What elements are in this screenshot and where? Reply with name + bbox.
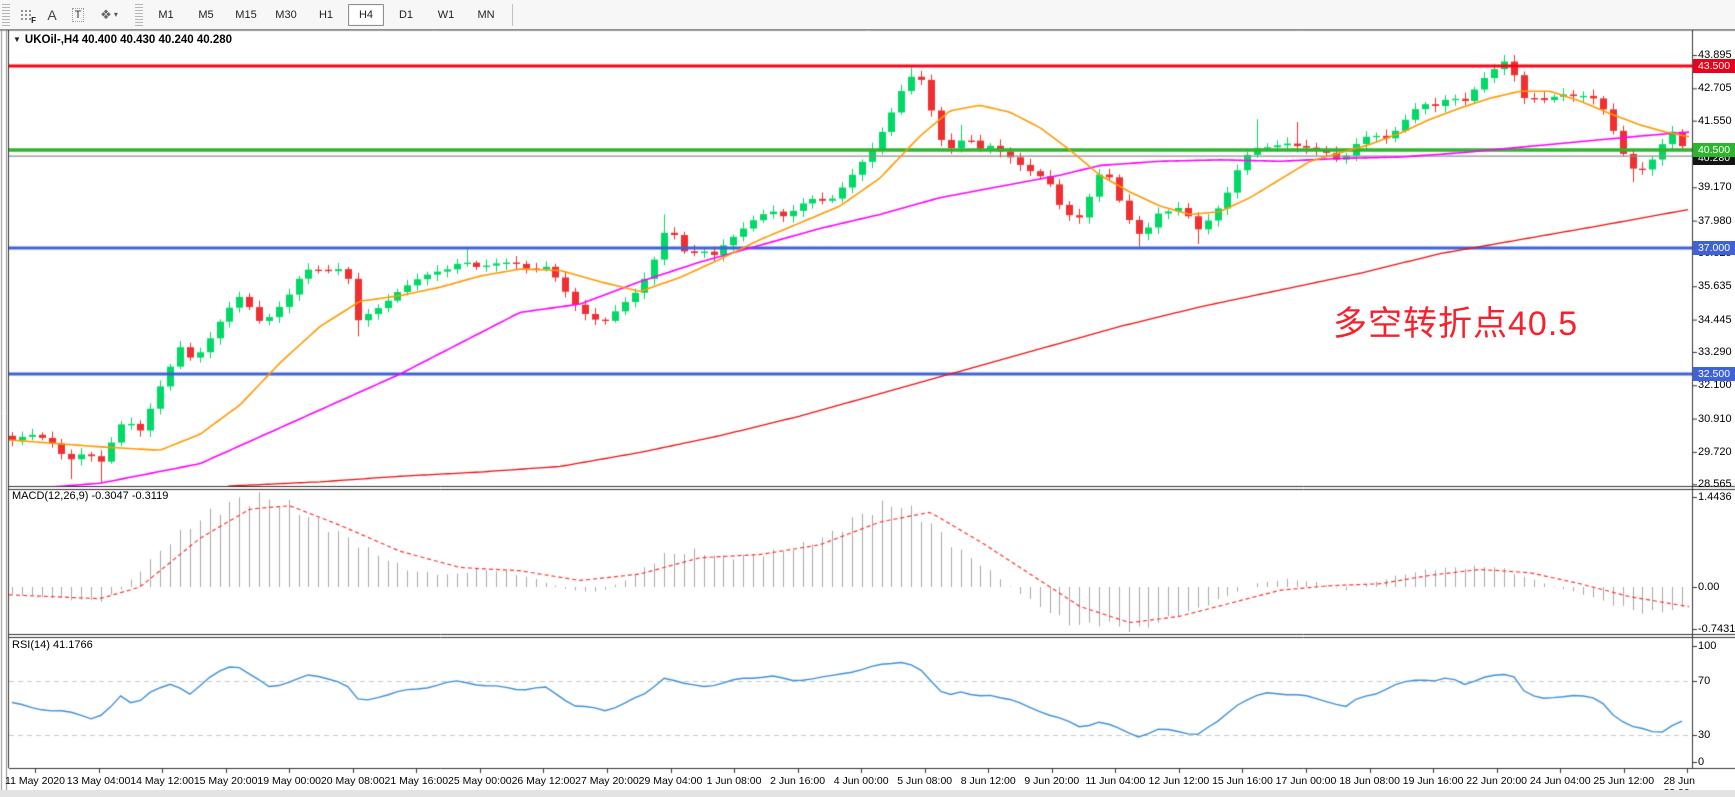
- time-axis-label: 11 Jun 04:00: [1085, 775, 1146, 787]
- price-axis-tick: 42.705: [1698, 82, 1732, 95]
- timeframe-button-m30[interactable]: M30: [275, 8, 297, 21]
- time-axis-label: 24 Jun 04:00: [1529, 775, 1591, 787]
- bottom-strip: [0, 790, 1735, 797]
- time-axis-label: 9 Jun 20:00: [1024, 775, 1080, 787]
- price-axis-tick: 30.910: [1698, 412, 1732, 425]
- macd-axis-tick: 1.4436: [1698, 491, 1732, 503]
- rsi-axis-tick: 0: [1698, 756, 1705, 768]
- timeframe-button-m5[interactable]: M5: [198, 8, 214, 21]
- time-axis-label: 11 May 2020: [5, 775, 65, 787]
- timeframe-button-m15[interactable]: M15: [235, 8, 257, 21]
- price-axis-tick: 41.550: [1698, 114, 1732, 127]
- text-tool-icon[interactable]: T: [66, 4, 90, 26]
- grid-indicator-tool-icon[interactable]: F: [14, 4, 38, 26]
- timeframe-button-w1[interactable]: W1: [437, 8, 455, 21]
- timeframe-button-d1[interactable]: D1: [398, 8, 414, 21]
- price-badge-32.500: 32.500: [1693, 367, 1735, 382]
- rsi-axis-tick: 30: [1698, 729, 1711, 741]
- shapes-tool-icon[interactable]: ❖ ▾: [92, 4, 126, 26]
- rsi-axis-tick: 70: [1698, 675, 1711, 687]
- price-axis-tick: 34.445: [1698, 313, 1732, 326]
- timeframe-button-h1[interactable]: H1: [318, 8, 334, 21]
- time-axis-label: 5 Jun 08:00: [897, 775, 953, 787]
- rsi-axis-tick: 100: [1698, 640, 1717, 652]
- macd-indicator-label: MACD(12,26,9) -0.3047 -0.3119: [12, 490, 169, 502]
- price-axis-tick: 28.565: [1698, 478, 1732, 491]
- toolbar-separator: [512, 3, 513, 26]
- time-axis-label: 2 Jun 16:00: [770, 775, 826, 787]
- price-axis-tick: 33.290: [1698, 345, 1732, 358]
- dots-grid-icon: [19, 9, 33, 20]
- chart-title-text: UKOil-,H4 40.400 40.430 40.240 40.280: [24, 34, 233, 46]
- price-axis-tick: 37.980: [1698, 214, 1732, 227]
- price-axis-tick: 39.170: [1698, 181, 1732, 194]
- time-axis-label: 12 Jun 12:00: [1148, 775, 1210, 787]
- price-badge-40.500: 40.500: [1693, 143, 1735, 158]
- time-axis-label: 20 May 08:00: [320, 775, 385, 787]
- time-axis-label: 19 May 00:00: [257, 775, 322, 787]
- chart-area[interactable]: ▼ UKOil-,H4 40.400 40.430 40.240 40.280 M…: [0, 30, 1735, 797]
- symbol-dropdown-icon[interactable]: ▼: [13, 35, 21, 44]
- price-badge-43.500: 43.500: [1693, 59, 1735, 74]
- label-tool-icon[interactable]: A: [47, 6, 57, 23]
- time-axis-label: 15 Jun 16:00: [1212, 775, 1273, 787]
- time-axis-label: 18 Jun 08:00: [1339, 775, 1400, 787]
- time-axis-label: 8 Jun 12:00: [960, 775, 1016, 787]
- time-axis-label: 29 May 04:00: [638, 775, 703, 787]
- time-axis-label: 26 May 12:00: [511, 775, 576, 787]
- timeframe-button-m1[interactable]: M1: [158, 8, 174, 21]
- macd-axis-tick: -0.7431: [1698, 623, 1735, 635]
- time-axis-label: 1 Jun 08:00: [706, 775, 762, 787]
- macd-axis-tick: 0.00: [1698, 581, 1720, 593]
- timeframe-button-h4[interactable]: H4: [348, 3, 384, 26]
- time-axis-label: 21 May 16:00: [384, 775, 449, 787]
- price-axis-tick: 43.895: [1698, 49, 1732, 61]
- price-axis-tick: 29.720: [1698, 445, 1732, 458]
- time-axis-label: 14 May 12:00: [130, 775, 194, 787]
- time-axis-label: 13 May 04:00: [66, 775, 131, 787]
- time-axis-label: 17 Jun 00:00: [1275, 775, 1337, 787]
- rsi-indicator-label: RSI(14) 41.1766: [12, 639, 93, 651]
- time-axis-label: 27 May 20:00: [575, 775, 639, 787]
- shapes-glyph-icon: ❖: [100, 6, 112, 22]
- chart-title: ▼ UKOil-,H4 40.400 40.430 40.240 40.280: [13, 34, 232, 46]
- time-axis-label: 25 May 00:00: [448, 775, 512, 787]
- time-axis-label: 15 May 20:00: [193, 775, 258, 787]
- toolbar-drag-handle[interactable]: [2, 3, 10, 26]
- time-axis-label: 22 Jun 20:00: [1466, 775, 1527, 787]
- toolbar-drag-handle[interactable]: [135, 3, 143, 26]
- chart-annotation-text[interactable]: 多空转折点40.5: [1333, 305, 1579, 343]
- text-tool-glyph: T: [71, 7, 85, 22]
- price-chart-canvas[interactable]: [0, 30, 1735, 797]
- price-badge-37.000: 37.000: [1693, 241, 1735, 256]
- grid-tool-f-label: F: [31, 15, 36, 25]
- timeframe-button-group: M1 M5 M15 M30 H1 H4 D1 W1 MN: [146, 3, 506, 26]
- time-axis-label: 4 Jun 00:00: [833, 775, 889, 787]
- timeframe-button-mn[interactable]: MN: [477, 8, 495, 21]
- chevron-down-icon: ▾: [113, 10, 118, 19]
- price-axis-tick: 32.100: [1698, 379, 1732, 392]
- toolbar: F A T ❖ ▾ M1 M5 M15 M30 H1 H4 D1 W1 MN: [0, 0, 1735, 30]
- time-axis-label: 19 Jun 16:00: [1402, 775, 1464, 787]
- price-axis-tick: 35.635: [1698, 280, 1732, 293]
- time-axis-label: 25 Jun 12:00: [1593, 775, 1655, 787]
